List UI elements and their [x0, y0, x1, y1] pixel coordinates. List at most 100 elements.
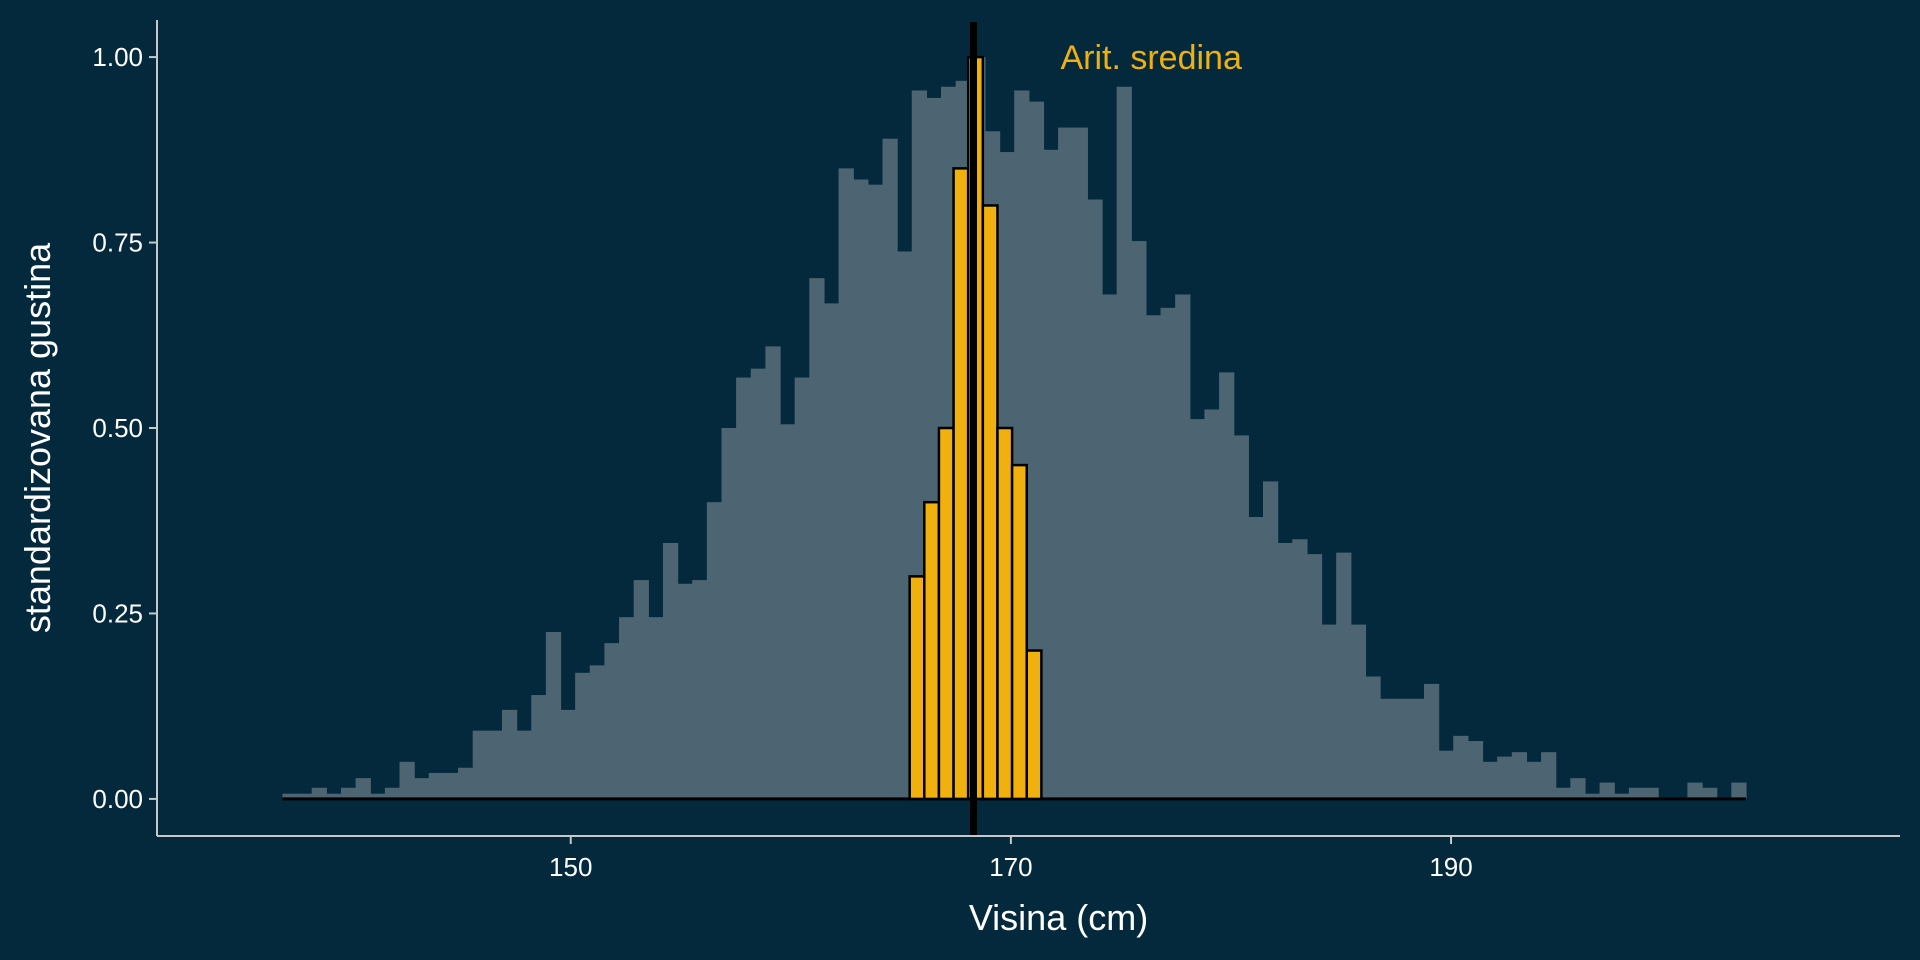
sample-bar — [1010, 463, 1028, 801]
sample-bar — [996, 426, 1014, 801]
mean-annotation: Arit. sredina — [1060, 39, 1241, 77]
population-bar — [472, 730, 488, 799]
population-bar — [1628, 787, 1645, 799]
population-bar — [721, 428, 737, 799]
population-bar — [297, 793, 313, 799]
population-bar — [589, 665, 606, 799]
y-tick-label: 1.00 — [92, 42, 143, 72]
population-bar — [1555, 787, 1571, 799]
population-bar — [458, 767, 474, 799]
population-bar — [1336, 552, 1352, 799]
population-bar — [1306, 554, 1323, 799]
population-bar — [1292, 539, 1308, 799]
population-bar — [1467, 741, 1484, 799]
population-bar — [414, 778, 430, 799]
population-bar — [1541, 752, 1557, 799]
population-bar — [619, 617, 635, 799]
population-bar — [384, 787, 401, 799]
x-tick-label: 190 — [1429, 852, 1472, 882]
population-bar — [1394, 698, 1410, 799]
population-bar — [1599, 782, 1615, 799]
population-bar — [355, 778, 371, 799]
y-axis-ticks: 0.00 0.25 0.50 0.75 1.00 — [92, 42, 157, 814]
population-bar — [1584, 793, 1601, 799]
population-bar — [882, 138, 898, 799]
sample-bar — [923, 500, 941, 801]
population-bar — [1145, 315, 1162, 799]
population-bar — [1643, 787, 1659, 799]
population-bar — [1087, 199, 1103, 799]
population-bar — [1233, 435, 1249, 799]
population-bar — [692, 580, 708, 799]
population-bar — [1262, 481, 1279, 799]
population-bar — [399, 761, 415, 799]
population-bar — [1058, 127, 1074, 799]
population-bar — [853, 179, 869, 799]
population-bar — [340, 787, 357, 799]
population-bar — [1526, 761, 1542, 799]
population-bar — [575, 672, 591, 799]
population-bar — [1131, 241, 1147, 799]
y-tick-label: 0.25 — [92, 598, 143, 628]
x-axis-title: Visina (cm) — [969, 897, 1148, 938]
y-tick-label: 0.00 — [92, 784, 143, 814]
sample-bar — [937, 426, 955, 801]
population-bar — [736, 377, 752, 799]
population-bar — [662, 542, 679, 799]
population-bar — [1160, 307, 1176, 799]
y-axis-title: standardizovana gustina — [17, 242, 58, 633]
population-bar — [823, 303, 840, 799]
population-bar — [1423, 683, 1440, 799]
population-bar — [867, 184, 884, 799]
population-bar — [1570, 778, 1586, 799]
population-bar — [443, 772, 459, 799]
population-bar — [1731, 782, 1747, 799]
population-bar — [1438, 750, 1454, 799]
population-bar — [1043, 149, 1059, 799]
population-bar — [838, 168, 854, 799]
population-bar — [1614, 793, 1630, 799]
population-bar — [1175, 294, 1191, 799]
population-bar — [531, 695, 547, 799]
population-bar — [604, 643, 620, 799]
x-tick-label: 150 — [549, 852, 592, 882]
population-bar — [1453, 735, 1469, 799]
population-bar — [1028, 101, 1045, 799]
population-bar — [516, 730, 532, 799]
population-bar — [545, 632, 562, 799]
population-bar — [487, 730, 503, 799]
population-bar — [706, 502, 723, 799]
x-tick-label: 170 — [989, 852, 1032, 882]
population-bar — [501, 709, 518, 799]
population-bar — [1189, 419, 1206, 799]
sample-bar — [981, 204, 999, 801]
population-bar — [1687, 782, 1703, 799]
population-bar — [1248, 517, 1264, 799]
population-bar — [282, 793, 298, 799]
population-bar — [633, 580, 649, 799]
population-bar — [648, 617, 664, 799]
sample-bar — [952, 167, 970, 801]
y-tick-label: 0.50 — [92, 413, 143, 443]
population-bar — [765, 346, 781, 799]
population-bar — [1102, 294, 1118, 799]
population-bar — [1380, 698, 1396, 799]
y-tick-label: 0.75 — [92, 228, 143, 258]
population-bar — [1365, 676, 1381, 799]
population-bar — [1497, 756, 1513, 799]
population-bar — [809, 278, 825, 799]
population-bar — [1072, 127, 1088, 799]
population-bar — [1350, 624, 1367, 799]
population-bar — [560, 709, 576, 799]
x-axis-ticks: 150 170 190 — [549, 836, 1473, 882]
population-bar — [750, 368, 766, 799]
population-bar — [1116, 86, 1132, 799]
population-bar — [1204, 409, 1220, 799]
population-bar — [1409, 698, 1425, 799]
population-bar — [1277, 542, 1293, 799]
population-bar — [370, 793, 386, 799]
population-bar — [677, 583, 693, 799]
population-bar — [428, 772, 445, 799]
population-bar — [1219, 372, 1235, 799]
